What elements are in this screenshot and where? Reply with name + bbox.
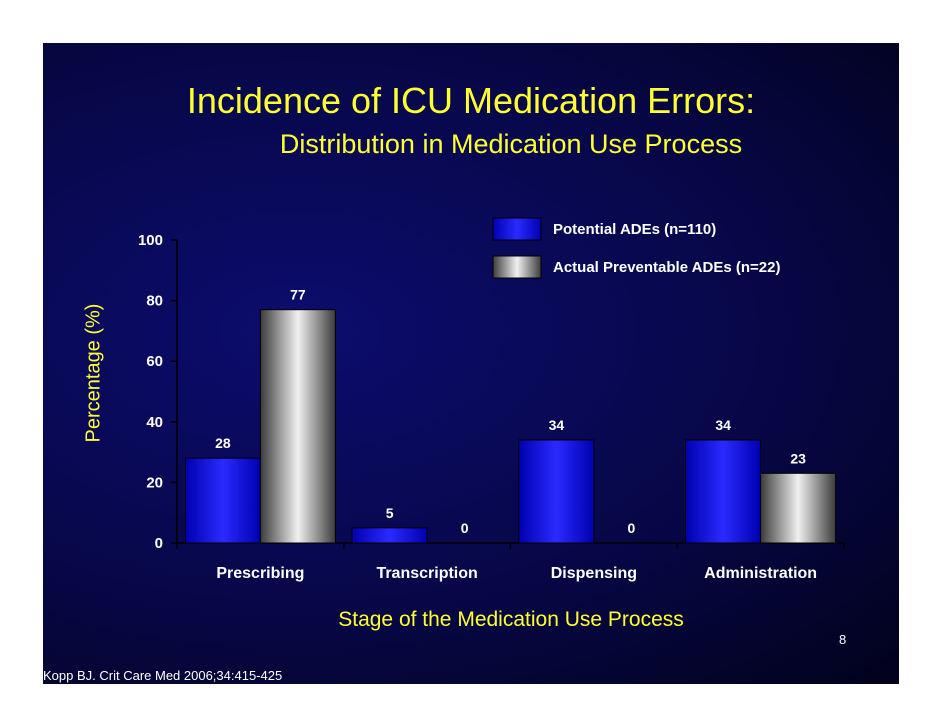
slide: Incidence of ICU Medication Errors: Dist…: [43, 43, 899, 684]
chart-legend: Potential ADEs (n=110) Actual Preventable…: [492, 217, 780, 279]
bar-administration-actual: [760, 472, 837, 544]
slide-subtitle: Distribution in Medication Use Process: [279, 129, 743, 159]
x-axis-label: Stage of the Medication Use Process: [338, 608, 684, 631]
y-tick-label: 80: [146, 293, 163, 310]
data-label: 5: [386, 505, 394, 521]
data-label: 34: [549, 417, 565, 433]
legend-swatch: [492, 255, 542, 279]
bar-chart: 0 20 40 60 80 100 28 77 Prescribing 5 0 Transcript…: [138, 217, 845, 582]
slide-title: Incidence of ICU Medication Errors:: [186, 80, 756, 121]
data-label: 28: [215, 435, 231, 451]
x-tick-label: Prescribing: [216, 565, 304, 582]
x-tick-label: Dispensing: [551, 565, 637, 582]
y-axis-label: Percentage (%): [82, 303, 105, 443]
legend-label: Potential ADEs (n=110): [553, 221, 716, 238]
x-tick-label: Administration: [704, 565, 817, 582]
legend-label: Actual Preventable ADEs (n=22): [553, 259, 780, 276]
bar-transcription-potential: [351, 527, 428, 544]
data-label: 77: [290, 287, 306, 303]
data-label: 23: [790, 450, 806, 466]
data-label: 34: [715, 417, 731, 433]
data-label: 0: [627, 520, 635, 536]
y-tick-label: 60: [146, 353, 163, 370]
y-tick-label: 20: [146, 474, 163, 491]
legend-swatch: [492, 217, 542, 241]
y-tick-label: 40: [146, 414, 163, 431]
page-number: 8: [839, 632, 847, 647]
bar-prescribing-potential: [184, 457, 261, 544]
y-tick-label: 100: [138, 232, 163, 249]
data-label: 0: [461, 520, 469, 536]
x-tick-label: Transcription: [376, 565, 477, 582]
bar-dispensing-potential: [518, 439, 595, 544]
y-tick-label: 0: [155, 535, 163, 552]
bar-prescribing-actual: [259, 309, 336, 544]
citation: Kopp BJ. Crit Care Med 2006;34:415-425: [43, 668, 283, 683]
bar-administration-potential: [685, 439, 762, 544]
